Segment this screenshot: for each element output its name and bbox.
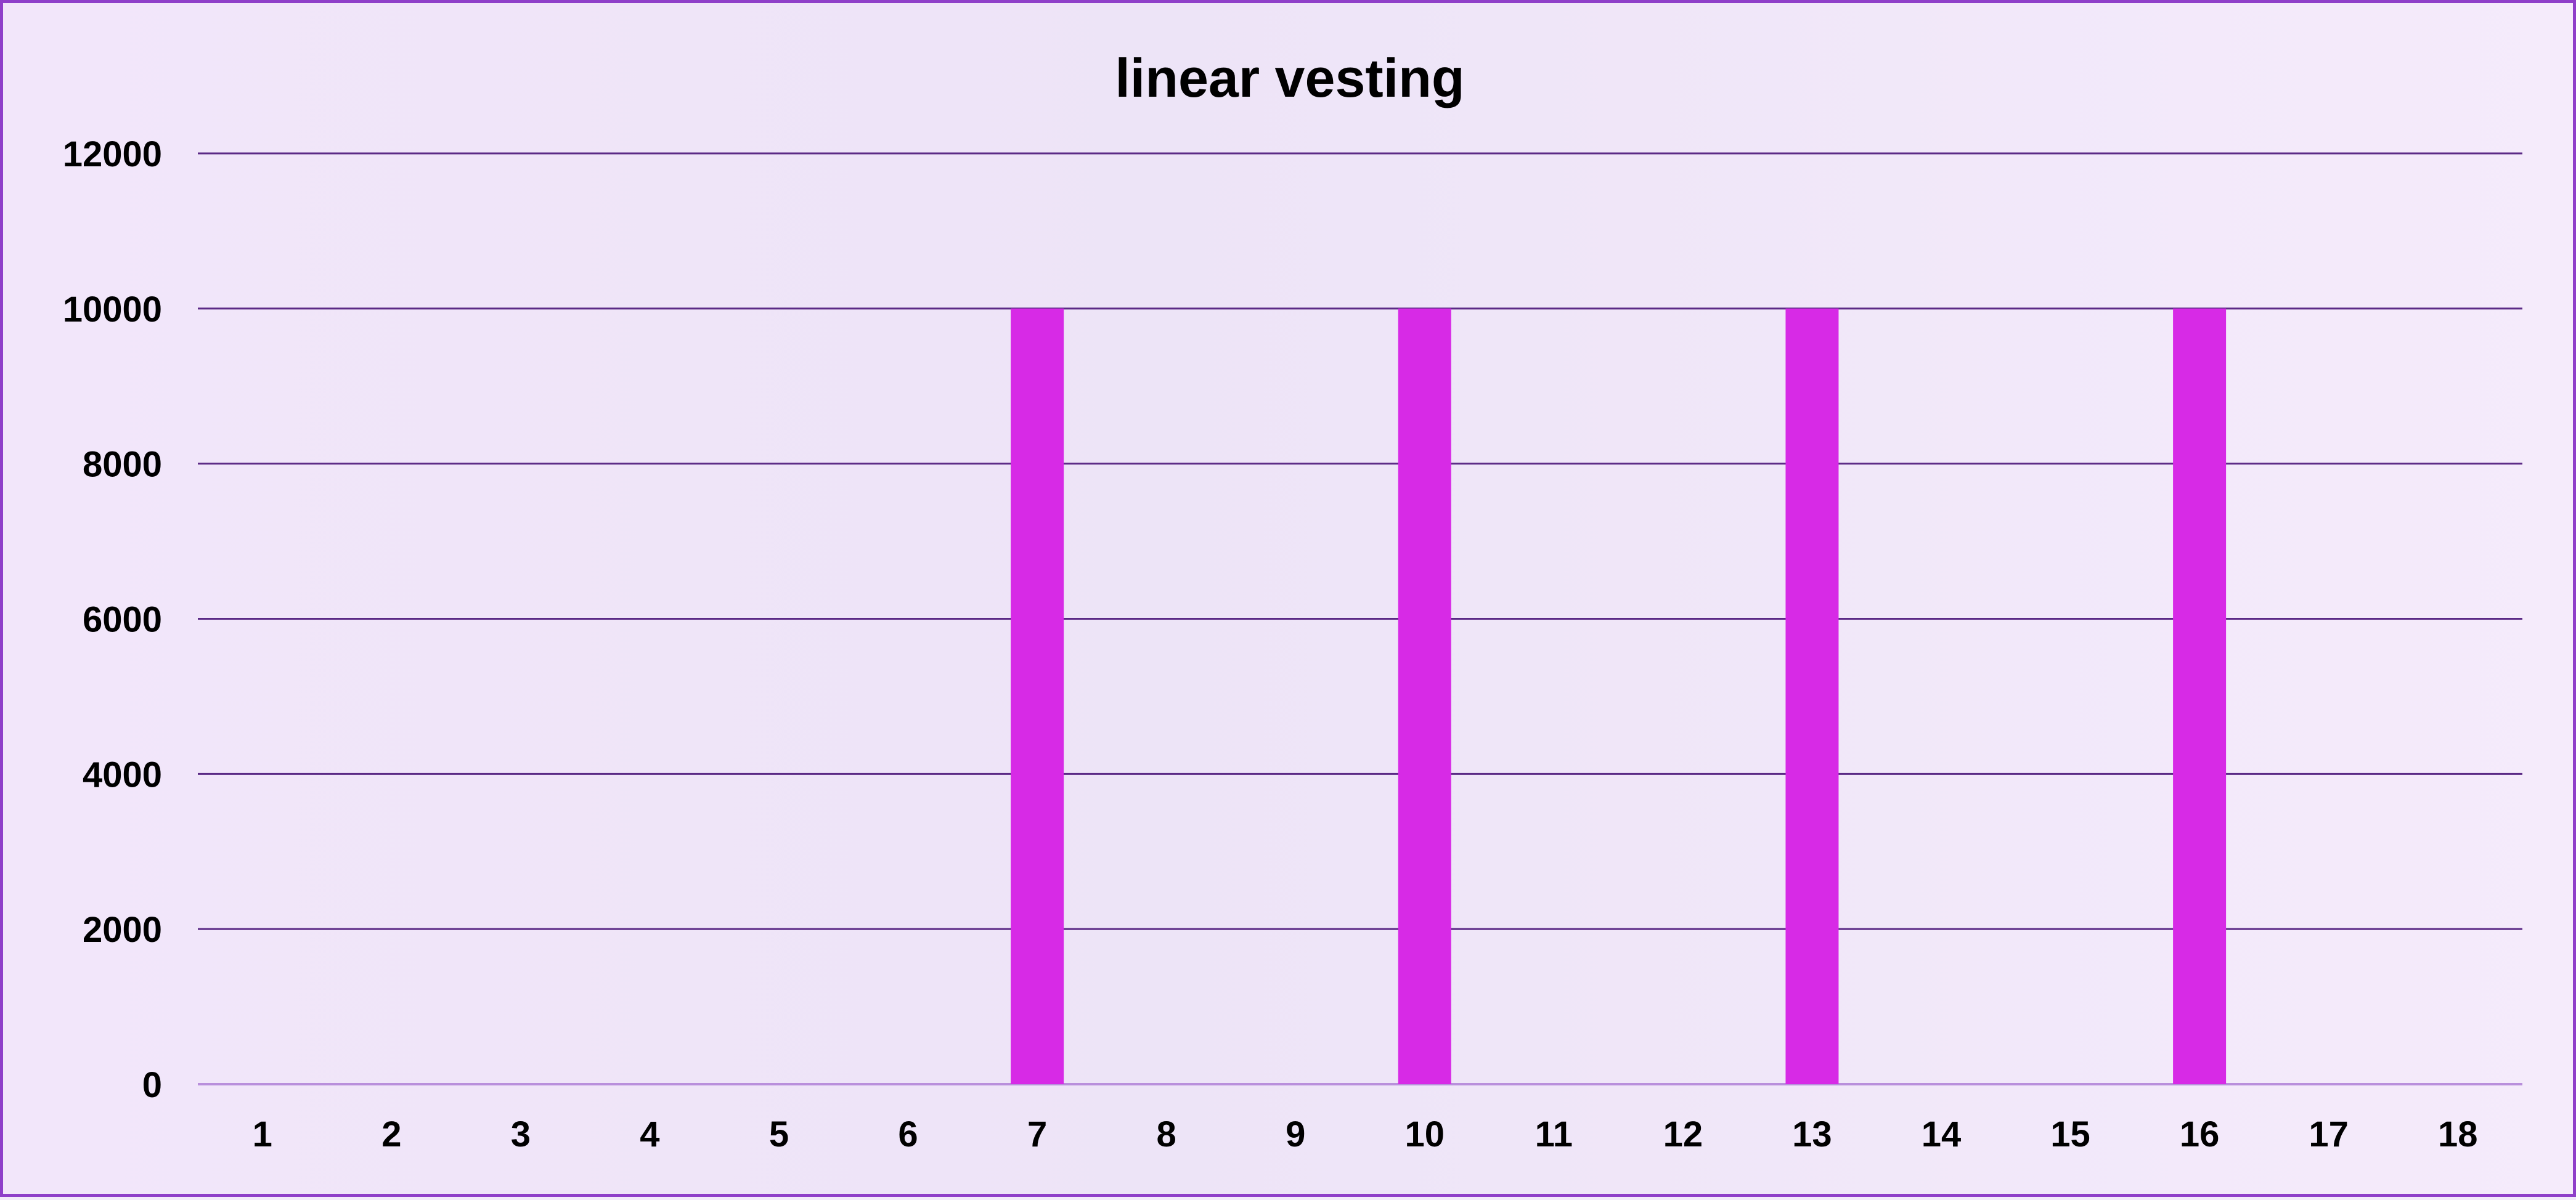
bars: [1011, 308, 2227, 1084]
bar: [1011, 308, 1064, 1084]
y-tick-label: 12000: [63, 134, 162, 174]
y-tick-label: 2000: [83, 910, 162, 950]
x-tick-label: 15: [2050, 1114, 2090, 1154]
x-tick-label: 5: [769, 1114, 789, 1154]
x-tick-label: 1: [253, 1114, 272, 1154]
gridlines: [198, 152, 2522, 1085]
x-tick-label: 9: [1286, 1114, 1305, 1154]
y-tick-label: 4000: [83, 755, 162, 795]
x-tick-label: 7: [1027, 1114, 1047, 1154]
y-tick-label: 0: [142, 1065, 162, 1105]
bar: [1785, 308, 1839, 1084]
y-tick-label: 6000: [83, 600, 162, 640]
x-tick-label: 11: [1535, 1114, 1573, 1154]
x-tick-label: 3: [511, 1114, 531, 1154]
x-tick-label: 14: [1922, 1114, 1962, 1154]
x-axis-ticks: 1 2 3 4 5 6 7 8 9 10 11 12 13 14 15 16 17 18: [253, 1114, 2478, 1154]
x-tick-label: 8: [1157, 1114, 1176, 1154]
x-tick-label: 17: [2309, 1114, 2349, 1154]
bar: [2173, 308, 2227, 1084]
x-tick-label: 2: [381, 1114, 401, 1154]
x-tick-label: 4: [640, 1114, 659, 1154]
x-tick-label: 10: [1405, 1114, 1445, 1154]
bar-chart: linear vesting 0200040006000800010000120…: [63, 47, 2522, 1154]
chart-title: linear vesting: [1115, 47, 1464, 108]
y-axis-ticks: 0 2000 4000 6000 8000 10000 12000: [63, 134, 162, 1105]
bar: [1398, 308, 1451, 1084]
x-tick-label: 18: [2438, 1114, 2478, 1154]
y-tick-label: 10000: [63, 290, 162, 330]
x-tick-label: 16: [2180, 1114, 2220, 1154]
y-tick-label: 8000: [83, 445, 162, 485]
x-tick-label: 6: [898, 1114, 918, 1154]
x-tick-label: 12: [1663, 1114, 1703, 1154]
x-tick-label: 13: [1792, 1114, 1832, 1154]
